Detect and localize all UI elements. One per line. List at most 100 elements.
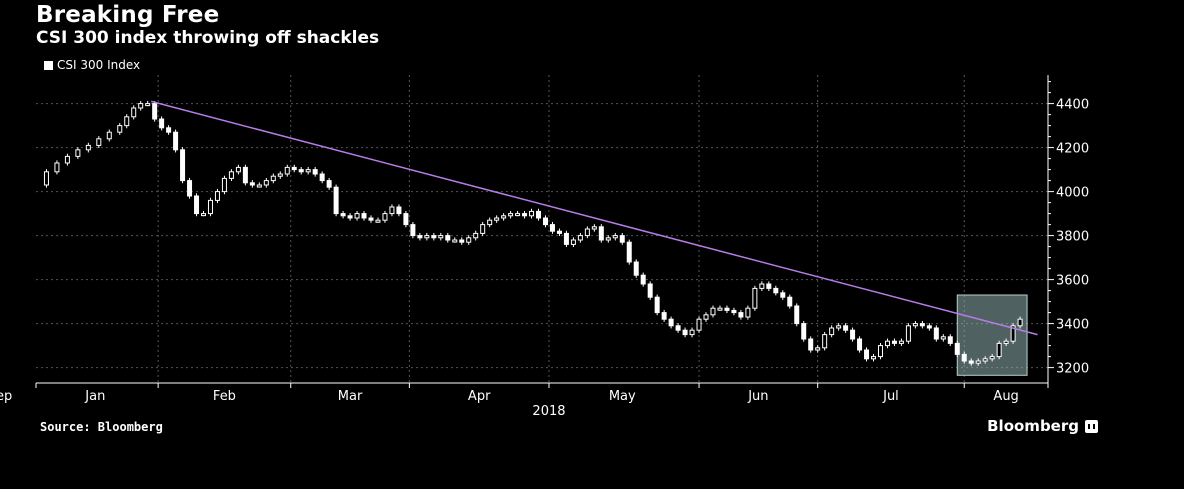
x-tick-label: Jun bbox=[747, 389, 768, 404]
candle-body bbox=[619, 235, 625, 243]
highlight-box bbox=[956, 294, 1028, 376]
candle-body bbox=[501, 215, 507, 219]
candle-body bbox=[1010, 325, 1016, 342]
candle-body bbox=[152, 103, 158, 120]
candle-body bbox=[598, 226, 604, 241]
candle-body bbox=[668, 318, 674, 327]
x-tick-label: Jan bbox=[84, 389, 105, 404]
candle-body bbox=[724, 307, 730, 311]
candle-body bbox=[138, 103, 144, 109]
legend-swatch bbox=[44, 60, 53, 70]
candle-body bbox=[898, 340, 904, 344]
candle-body bbox=[612, 235, 618, 239]
source-note: Source: Bloomberg bbox=[40, 420, 163, 434]
candle-body bbox=[424, 235, 430, 239]
candle-body bbox=[473, 232, 479, 239]
candle-body bbox=[836, 325, 842, 329]
y-tick-label: 3400 bbox=[1056, 318, 1089, 333]
candle-body bbox=[85, 144, 91, 151]
candle-body bbox=[347, 215, 353, 219]
candle-body bbox=[201, 213, 207, 217]
y-tick-label: 3600 bbox=[1056, 274, 1089, 289]
candle-body bbox=[508, 213, 514, 217]
candle-body bbox=[124, 116, 130, 127]
candle-body bbox=[389, 206, 395, 215]
candle-body bbox=[703, 314, 709, 320]
candle-body bbox=[249, 182, 255, 186]
brand-logo: Bloomberg bbox=[987, 417, 1098, 435]
legend-label: CSI 300 Index bbox=[57, 58, 141, 72]
candle-body bbox=[263, 180, 269, 186]
candle-body bbox=[480, 224, 486, 234]
candle-body bbox=[75, 149, 81, 157]
candle-body bbox=[1017, 318, 1023, 327]
candle-body bbox=[864, 349, 870, 360]
candle-body bbox=[773, 287, 779, 294]
candle-body bbox=[857, 338, 863, 351]
brand-name: Bloomberg bbox=[987, 417, 1079, 435]
candle-body bbox=[396, 206, 402, 215]
candle-body bbox=[106, 131, 112, 140]
candle-body bbox=[661, 312, 667, 320]
candle-body bbox=[850, 329, 856, 340]
candle-body bbox=[43, 171, 49, 186]
y-tick-label: 3800 bbox=[1056, 230, 1089, 245]
candle-body bbox=[117, 125, 123, 133]
candle-body bbox=[180, 149, 186, 182]
candle-body bbox=[731, 309, 737, 314]
candle-body bbox=[382, 213, 388, 221]
candle-body bbox=[494, 217, 500, 221]
candle-body bbox=[207, 199, 213, 215]
candle-body bbox=[633, 261, 639, 276]
candle-body bbox=[298, 169, 304, 173]
candle-body bbox=[891, 340, 897, 344]
chart-title: Breaking Free bbox=[36, 2, 220, 28]
candle-body bbox=[431, 235, 437, 239]
y-tick-label: 3200 bbox=[1056, 362, 1089, 377]
candle-body bbox=[1003, 340, 1009, 344]
candle-body bbox=[954, 342, 960, 355]
candle-body bbox=[912, 323, 918, 327]
candle-body bbox=[312, 169, 318, 175]
candle-body bbox=[919, 323, 925, 327]
candle-body bbox=[822, 334, 828, 349]
candle-body bbox=[131, 107, 137, 118]
candle-body bbox=[794, 305, 800, 325]
candle-body bbox=[717, 307, 723, 311]
candle-body bbox=[654, 296, 660, 314]
candle-body bbox=[808, 338, 814, 351]
chart-subtitle: CSI 300 index throwing off shackles bbox=[36, 28, 380, 48]
candle-body bbox=[417, 235, 423, 239]
candle-body bbox=[542, 217, 548, 226]
candle-body bbox=[843, 325, 849, 331]
candle-body bbox=[235, 166, 241, 173]
candle-body bbox=[940, 336, 946, 340]
candle-body bbox=[270, 175, 276, 182]
x-tick-label: Mar bbox=[338, 389, 363, 404]
candle-body bbox=[326, 180, 332, 188]
candle-body bbox=[291, 166, 297, 171]
candle-body bbox=[591, 226, 597, 230]
candle-body bbox=[563, 232, 569, 245]
candle-body bbox=[926, 325, 932, 329]
candle-body bbox=[64, 155, 70, 164]
candle-body bbox=[752, 287, 758, 309]
candle-body bbox=[738, 312, 744, 318]
candle-body bbox=[647, 283, 653, 298]
candle-body bbox=[871, 356, 877, 360]
candle-body bbox=[696, 318, 702, 331]
candle-body bbox=[214, 191, 220, 201]
candle-body bbox=[96, 138, 102, 146]
candle-body bbox=[529, 210, 535, 217]
candle-body bbox=[159, 118, 165, 129]
candle-body bbox=[305, 169, 311, 173]
candle-body bbox=[166, 127, 172, 133]
candle-body bbox=[187, 180, 193, 197]
candle-body bbox=[438, 235, 444, 239]
candle-body bbox=[228, 171, 234, 179]
candle-body bbox=[173, 131, 179, 151]
candle-body bbox=[884, 340, 890, 347]
candle-body bbox=[968, 360, 974, 364]
candle-body bbox=[905, 325, 911, 342]
